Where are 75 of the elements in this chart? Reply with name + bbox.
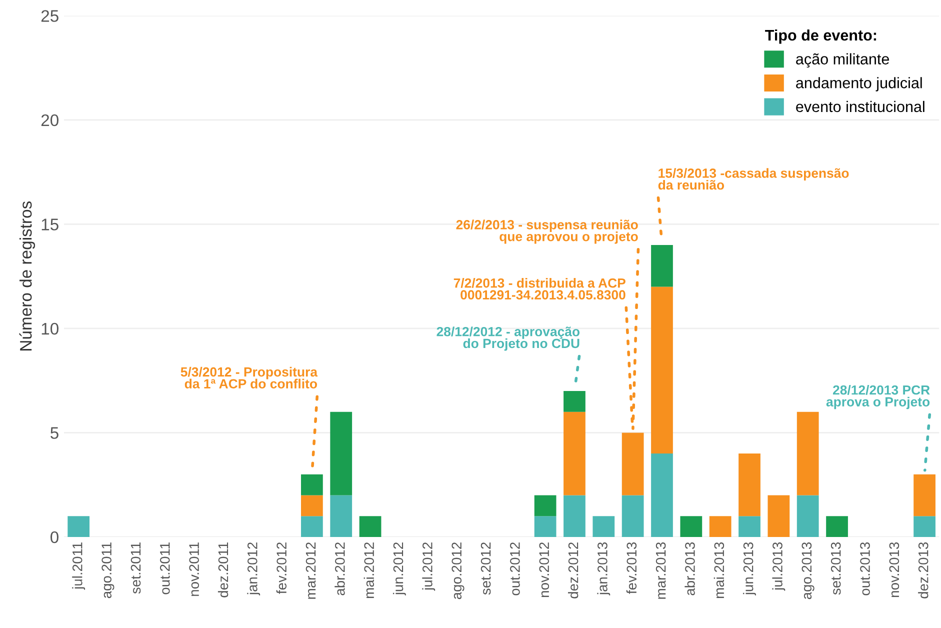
x-tick-label: mar.2012 — [306, 542, 316, 599]
annotation: 26/2/2013 - suspensa reunião que aprovou o projeto — [456, 220, 638, 244]
x-tick-label: dez.2011 — [218, 542, 228, 598]
y-tick-label: 15 — [42, 218, 58, 230]
bar — [914, 516, 936, 537]
x-tick-label: nov.2013 — [889, 542, 900, 597]
legend-title: Tipo de evento: — [765, 29, 876, 44]
bar — [914, 474, 936, 516]
bar — [651, 245, 673, 287]
bar — [709, 516, 732, 537]
x-tick-label: jan.2013 — [597, 542, 610, 596]
x-tick-label: mai.2012 — [364, 542, 374, 598]
bar — [68, 516, 90, 537]
bar — [592, 516, 615, 537]
y-tick-label: 0 — [50, 531, 58, 544]
legend-label: evento institucional — [796, 100, 924, 112]
y-tick-label: 5 — [50, 427, 58, 439]
bar — [796, 412, 819, 496]
x-tick-label: fev.2012 — [276, 542, 286, 594]
bar — [301, 474, 323, 496]
bar — [359, 516, 382, 537]
annotation: 15/3/2013 -cassada suspensão da reunião — [658, 168, 849, 190]
x-tick-label: out.2011 — [160, 542, 170, 594]
bar — [534, 495, 556, 516]
x-tick-label: jul.2012 — [422, 542, 436, 591]
x-tick-label: abr.2012 — [334, 542, 345, 596]
annotation: 7/2/2013 - distribuida a ACP 0001291-34.2013.4.05.8300 — [454, 278, 626, 300]
x-tick-label: out.2012 — [510, 542, 520, 596]
bar — [651, 454, 673, 537]
bar — [622, 495, 644, 537]
x-tick-label: abr.2013 — [684, 542, 695, 596]
bar — [738, 516, 760, 537]
x-tick-label: jun.2012 — [392, 542, 406, 596]
bar — [564, 390, 586, 412]
annotation: 5/3/2012 - Propositura da 1ª ACP do conflito — [180, 366, 318, 388]
bar — [826, 516, 848, 537]
y-tick-label: 20 — [41, 114, 58, 126]
y-axis-title: Número de registros — [19, 201, 36, 350]
y-tick-label: 25 — [41, 10, 58, 22]
bar — [651, 286, 673, 454]
bar — [564, 495, 586, 537]
legend-label: ação militante — [796, 53, 890, 68]
x-tick-label: mai.2013 — [714, 542, 724, 598]
bar — [738, 454, 760, 516]
x-tick-label: jun.2013 — [743, 542, 756, 596]
bar — [301, 495, 323, 516]
x-tick-label: mar.2013 — [656, 542, 666, 599]
x-tick-label: set.2013 — [830, 542, 841, 595]
bar — [622, 432, 644, 496]
bar — [564, 412, 586, 496]
x-tick-label: jan.2012 — [247, 542, 260, 596]
x-tick-label: dez.2013 — [918, 542, 928, 598]
bar — [796, 495, 819, 537]
x-tick-label: set.2011 — [130, 542, 141, 594]
annotation: 28/12/2012 - aprovação do Projeto no CDU — [436, 326, 580, 351]
x-tick-label: ago.2012 — [452, 542, 464, 600]
legend-label: andamento judicial — [796, 77, 922, 92]
x-tick-label: out.2013 — [860, 542, 870, 596]
x-tick-label: ago.2013 — [802, 542, 814, 600]
bar — [301, 516, 323, 537]
bar — [768, 495, 790, 537]
x-tick-label: ago.2011 — [102, 542, 114, 598]
x-tick-label: jul.2011 — [72, 542, 86, 590]
annotation: 28/12/2013 PCR aprova o Projeto — [826, 384, 930, 410]
x-tick-label: dez.2012 — [568, 542, 578, 598]
bar — [534, 516, 556, 537]
x-tick-label: set.2012 — [480, 542, 491, 595]
bar — [330, 495, 352, 537]
x-tick-label: nov.2012 — [539, 542, 550, 597]
bar — [330, 412, 352, 496]
x-tick-label: fev.2013 — [626, 542, 637, 594]
x-tick-label: nov.2011 — [189, 542, 199, 596]
y-tick-label: 10 — [42, 322, 58, 335]
bar — [680, 516, 702, 537]
x-tick-label: jul.2013 — [772, 542, 786, 591]
